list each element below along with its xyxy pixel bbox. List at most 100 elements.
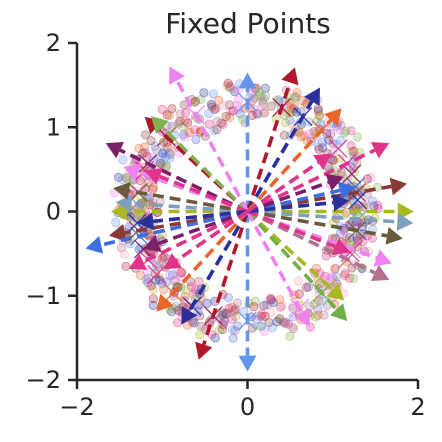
scatter-point [254, 87, 264, 97]
scatter-point [264, 317, 274, 328]
arrow-head [396, 212, 414, 231]
scatter-point [252, 109, 262, 119]
scatter-point [140, 148, 150, 158]
scatter-point [257, 309, 267, 319]
scatter-point [209, 126, 219, 136]
scatter-point [151, 144, 162, 154]
scatter-point [257, 321, 267, 331]
scatter-point [291, 107, 302, 117]
arrow-head [151, 116, 169, 134]
scatter-point [303, 282, 313, 292]
fixed-point-arrow [163, 210, 249, 270]
scatter-point [297, 95, 307, 106]
fixed-point-arrow [238, 72, 257, 212]
scatter-point [140, 130, 151, 140]
scatter-point [172, 318, 182, 328]
arrow-head [169, 66, 185, 85]
scatter-point [247, 323, 257, 333]
y-tick-label: 0 [46, 198, 61, 226]
scatter-point [280, 319, 290, 329]
scatter-point [286, 103, 296, 113]
arrow-head [304, 87, 320, 106]
fixed-point-arrow [195, 210, 250, 360]
scatter-point [217, 324, 228, 335]
arrow-head [238, 72, 257, 89]
scatter-point [119, 249, 129, 259]
scatter-point [170, 276, 180, 286]
scatter-point [190, 125, 200, 135]
scatter-point [228, 333, 238, 343]
fixed-point-arrow [245, 210, 310, 327]
scatter-point [202, 298, 212, 308]
scatter-point [366, 173, 376, 183]
fixed-point-cross [328, 139, 348, 159]
scatter-point [186, 282, 197, 292]
scatter-point [335, 135, 346, 146]
scatter-point [274, 95, 284, 105]
scatter-point [275, 294, 285, 305]
scatter-point [165, 153, 175, 163]
scatter-point [320, 271, 330, 281]
fixed-point-arrow [247, 209, 403, 245]
scatter-point [226, 106, 236, 116]
scatter-point [313, 142, 324, 152]
scatter-point [239, 306, 249, 316]
scatter-point [285, 108, 295, 119]
scatter-point [352, 132, 362, 142]
scatter-point [164, 148, 175, 158]
x-tick-label: 0 [240, 393, 255, 421]
x-tick-label: −2 [59, 393, 94, 421]
scatter-point [194, 276, 204, 286]
scatter-point [231, 312, 241, 322]
arrow-head [294, 308, 310, 327]
fixed-point-arrow [246, 108, 342, 213]
scatter-point [237, 114, 248, 125]
scatter-point [317, 137, 327, 147]
scatter-point [218, 308, 228, 318]
scatter-point [180, 132, 190, 142]
scatter-point [268, 297, 278, 308]
scatter-point [367, 196, 378, 206]
scatter-point [260, 83, 270, 93]
scatter-point [214, 325, 224, 335]
scatter-point [313, 304, 323, 314]
arrow-head [85, 236, 104, 254]
scatter-point [373, 200, 383, 210]
arrow-head [326, 283, 345, 301]
scatter-point [204, 109, 214, 119]
scatter-point [313, 106, 323, 116]
arrow-head [105, 142, 125, 159]
scatter-point [266, 294, 276, 305]
scatter-point [193, 306, 203, 316]
arrow-head [389, 177, 408, 196]
scatter-point [250, 296, 260, 306]
scatter-point [251, 314, 261, 325]
fixed-point-arrow [238, 211, 257, 372]
scatter-point [340, 268, 350, 278]
scatter-point [151, 261, 161, 271]
scatter-point [275, 313, 285, 324]
scatter-point [289, 102, 300, 112]
scatter-point [259, 326, 269, 336]
chart-title: Fixed Points [165, 7, 331, 40]
scatter-point [292, 88, 302, 98]
scatter-point [178, 122, 188, 132]
arrow-head [324, 108, 342, 127]
scatter-point [177, 267, 187, 277]
arrow-head [143, 235, 162, 253]
scatter-point [182, 320, 193, 330]
scatter-point [140, 142, 150, 152]
scatter-point [314, 144, 324, 154]
scatter-point [272, 95, 282, 105]
fixed-point-arrow [151, 116, 249, 213]
scatter-point [148, 300, 158, 311]
scatter-point [159, 137, 169, 147]
scatter-point [223, 292, 233, 303]
arrow-head [385, 226, 403, 245]
fixed-point-arrow [246, 209, 351, 255]
scatter-point [148, 284, 158, 294]
scatter-point [329, 156, 339, 166]
scatter-point [166, 149, 176, 160]
arrow-head [337, 181, 356, 200]
y-tick-label: −1 [26, 282, 61, 310]
